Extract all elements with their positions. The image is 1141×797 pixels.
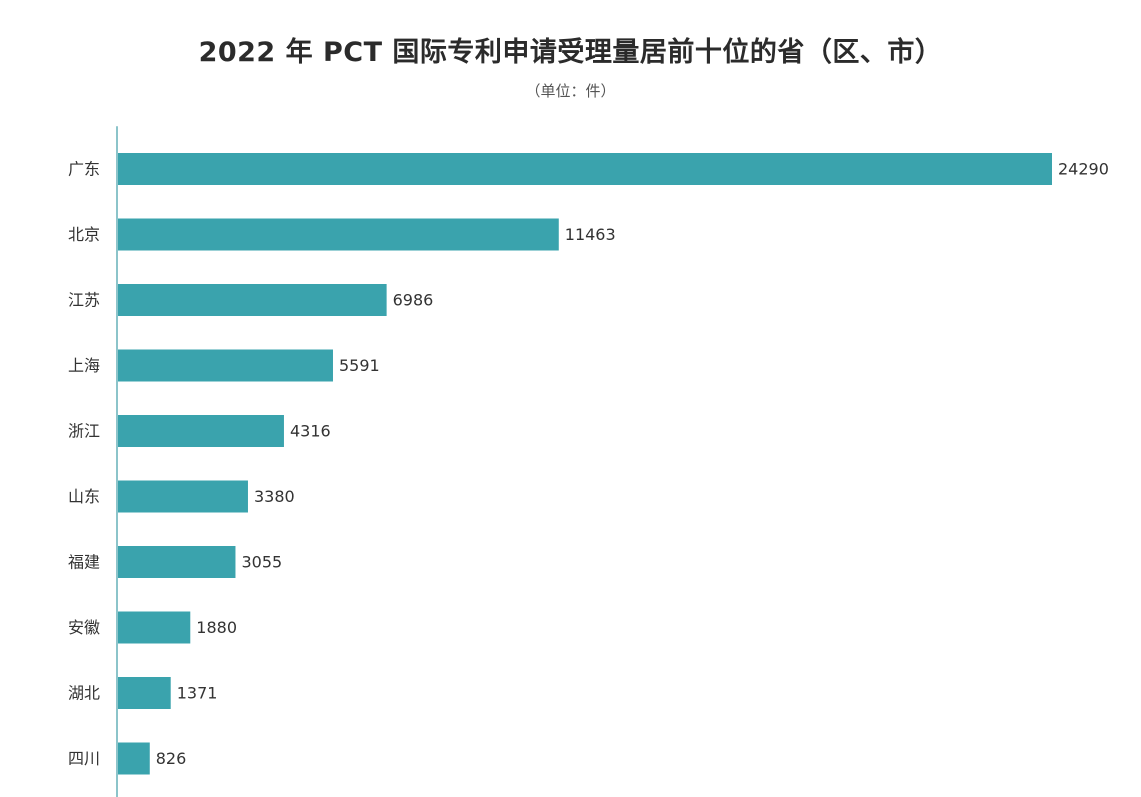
value-label: 5591 bbox=[339, 356, 380, 375]
value-labels-group: 24290 11463 6986 5591 4316 3380 3055 1880 1371 82… bbox=[156, 160, 1109, 769]
category-label: 浙江 bbox=[68, 422, 100, 441]
value-label: 1880 bbox=[196, 618, 237, 637]
category-label: 四川 bbox=[68, 749, 100, 768]
bar-5 bbox=[118, 480, 248, 513]
category-label: 上海 bbox=[68, 356, 100, 375]
bars-group bbox=[118, 153, 1052, 775]
value-label: 11463 bbox=[565, 225, 616, 244]
value-label: 3380 bbox=[254, 487, 295, 506]
value-label: 4316 bbox=[290, 422, 331, 441]
value-label: 3055 bbox=[241, 553, 282, 572]
category-label: 安徽 bbox=[68, 618, 100, 637]
bar-9 bbox=[118, 742, 150, 775]
bar-2 bbox=[118, 284, 387, 316]
category-label: 福建 bbox=[68, 553, 100, 572]
category-label: 山东 bbox=[68, 487, 100, 506]
value-label: 826 bbox=[156, 749, 187, 768]
bar-3 bbox=[118, 349, 333, 382]
bar-8 bbox=[118, 677, 171, 709]
category-label: 北京 bbox=[68, 225, 100, 244]
bar-0 bbox=[118, 153, 1052, 185]
chart-title: 2022 年 PCT 国际专利申请受理量居前十位的省（区、市） bbox=[198, 37, 943, 68]
chart-subtitle: （单位：件） bbox=[525, 82, 616, 100]
category-label: 湖北 bbox=[68, 684, 100, 703]
value-label: 24290 bbox=[1058, 160, 1109, 179]
value-label: 1371 bbox=[177, 684, 218, 703]
value-label: 6986 bbox=[393, 291, 434, 310]
bar-4 bbox=[118, 415, 284, 447]
bar-1 bbox=[118, 218, 559, 251]
category-label: 江苏 bbox=[68, 291, 100, 310]
bar-6 bbox=[118, 546, 236, 578]
category-label: 广东 bbox=[68, 160, 100, 179]
bar-7 bbox=[118, 611, 191, 644]
